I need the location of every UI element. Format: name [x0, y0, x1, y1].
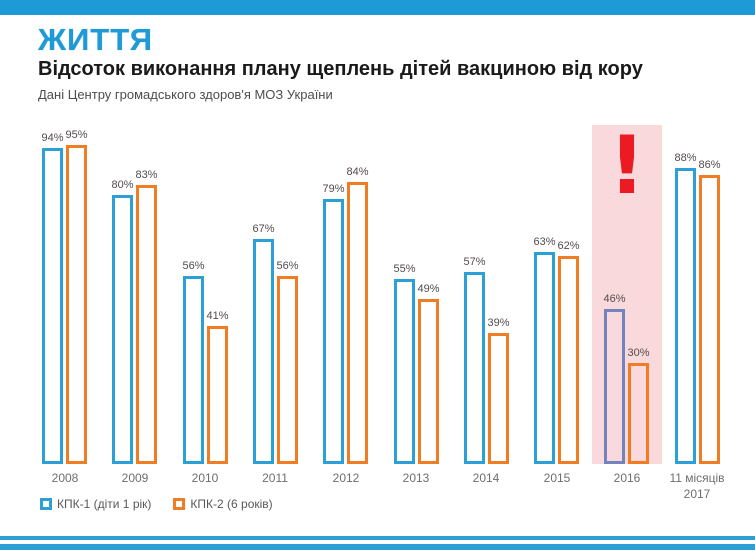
bar-value-label: 80%	[111, 179, 134, 191]
legend-swatch-kpk2	[173, 498, 186, 510]
bar-kpk1-2008	[42, 148, 63, 464]
x-axis-label: 2015	[543, 471, 571, 485]
footer-stripe-thin	[0, 536, 755, 540]
bar-kpk2-2015	[558, 256, 579, 464]
bar-kpk1-2009	[112, 195, 133, 464]
bar-value-label: 83%	[135, 169, 158, 181]
x-axis-label: 2010	[191, 471, 219, 485]
x-axis-label: 2014	[472, 471, 500, 485]
bar-kpk1-2013	[394, 279, 415, 464]
data-source-note: Дані Центру громадського здоров'я МОЗ Ук…	[38, 87, 333, 102]
bar-value-label: 57%	[463, 256, 486, 268]
bar-kpk2-2013	[418, 299, 439, 464]
bar-value-label: 67%	[252, 223, 275, 235]
bar-kpk1-2016	[604, 309, 625, 464]
x-axis-label: 2012	[332, 471, 360, 485]
legend-item-kpk2: КПК-2 (6 років)	[173, 497, 273, 511]
bar-value-label: 46%	[603, 293, 626, 305]
x-axis-label: 11 місяців 2017	[669, 471, 725, 501]
x-axis-label: 2008	[51, 471, 79, 485]
bar-value-label: 30%	[627, 347, 650, 359]
zhyttya-logo: ЖИТТЯ	[38, 22, 154, 57]
bar-value-label: 62%	[557, 240, 580, 252]
bar-kpk2-2012	[347, 182, 368, 464]
x-axis-label: 2009	[121, 471, 149, 485]
legend: КПК-1 (діти 1 рік) КПК-2 (6 років)	[40, 497, 273, 511]
bar-value-label: 86%	[698, 159, 721, 171]
x-axis-label: 2013	[402, 471, 430, 485]
bar-kpk2-2008	[66, 145, 87, 464]
x-axis-label: 2011	[262, 471, 288, 485]
bar-value-label: 39%	[487, 317, 510, 329]
bar-value-label: 49%	[417, 283, 440, 295]
bar-kpk1-2011	[253, 239, 274, 464]
bar-kpk1-2014	[464, 272, 485, 464]
bar-kpk2-2011	[277, 276, 298, 464]
bar-value-label: 63%	[533, 236, 556, 248]
bar-value-label: 95%	[65, 129, 88, 141]
bar-kpk1-2010	[183, 276, 204, 464]
x-axis-label: 2016	[613, 471, 641, 485]
bar-value-label: 94%	[41, 132, 64, 144]
bar-value-label: 84%	[346, 166, 369, 178]
bar-value-label: 88%	[674, 152, 697, 164]
legend-label-kpk2: КПК-2 (6 років)	[190, 497, 273, 511]
footer-stripe-thick	[0, 544, 755, 550]
legend-item-kpk1: КПК-1 (діти 1 рік)	[40, 497, 151, 511]
bar-kpk1-2012	[323, 199, 344, 464]
legend-swatch-kpk1	[40, 498, 52, 510]
top-accent-bar	[0, 0, 755, 15]
bar-kpk2-2010	[207, 326, 228, 464]
legend-label-kpk1: КПК-1 (діти 1 рік)	[57, 497, 152, 511]
bar-kpk1-2015	[534, 252, 555, 464]
chart-title: Відсоток виконання плану щеплень дітей в…	[38, 58, 643, 80]
bar-value-label: 56%	[182, 260, 205, 272]
bar-value-label: 56%	[276, 260, 299, 272]
bar-value-label: 79%	[322, 183, 345, 195]
highlight-band-2016	[592, 125, 662, 464]
bar-value-label: 55%	[393, 263, 416, 275]
bar-kpk2-2009	[136, 185, 157, 464]
bar-kpk1-11-місяців-2017	[675, 168, 696, 464]
warning-exclamation-icon: !	[608, 119, 646, 212]
bar-kpk2-2014	[488, 333, 509, 464]
bar-kpk2-2016	[628, 363, 649, 464]
bar-kpk2-11-місяців-2017	[699, 175, 720, 464]
bar-value-label: 41%	[206, 310, 229, 322]
